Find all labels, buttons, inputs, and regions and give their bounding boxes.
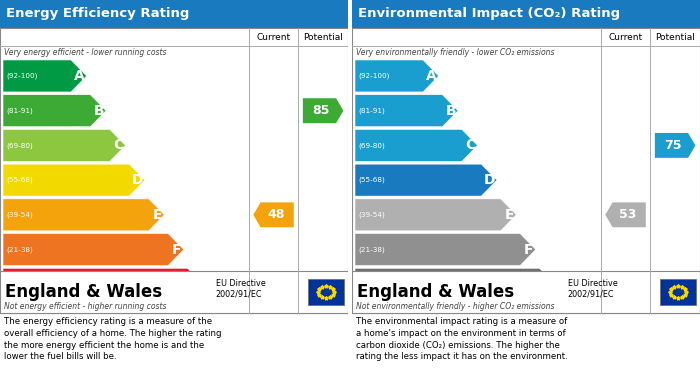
Text: D: D bbox=[132, 173, 143, 187]
Polygon shape bbox=[355, 164, 497, 196]
Text: (21-38): (21-38) bbox=[358, 246, 385, 253]
Text: Not environmentally friendly - higher CO₂ emissions: Not environmentally friendly - higher CO… bbox=[356, 302, 554, 311]
Text: G: G bbox=[542, 277, 553, 291]
Text: Energy Efficiency Rating: Energy Efficiency Rating bbox=[6, 7, 190, 20]
Text: 48: 48 bbox=[267, 208, 284, 221]
Text: Not energy efficient - higher running costs: Not energy efficient - higher running co… bbox=[4, 302, 167, 311]
Text: 75: 75 bbox=[664, 139, 682, 152]
Polygon shape bbox=[355, 95, 458, 127]
Bar bbox=[0, 271, 348, 313]
Text: The energy efficiency rating is a measure of the
overall efficiency of a home. T: The energy efficiency rating is a measur… bbox=[4, 317, 221, 361]
Bar bbox=[352, 271, 700, 313]
Bar bbox=[660, 279, 696, 305]
Text: B: B bbox=[445, 104, 456, 118]
Text: (21-38): (21-38) bbox=[6, 246, 33, 253]
Polygon shape bbox=[303, 98, 344, 123]
Text: Potential: Potential bbox=[303, 32, 343, 41]
Text: (55-68): (55-68) bbox=[358, 177, 385, 183]
Text: Very environmentally friendly - lower CO₂ emissions: Very environmentally friendly - lower CO… bbox=[356, 48, 554, 57]
Text: EU Directive
2002/91/EC: EU Directive 2002/91/EC bbox=[568, 279, 617, 298]
Text: G: G bbox=[190, 277, 201, 291]
Text: (1-20): (1-20) bbox=[6, 281, 28, 287]
Text: (92-100): (92-100) bbox=[358, 73, 389, 79]
Polygon shape bbox=[253, 203, 294, 227]
Polygon shape bbox=[606, 203, 646, 227]
Text: F: F bbox=[524, 242, 533, 256]
Text: (69-80): (69-80) bbox=[358, 142, 385, 149]
Text: EU Directive
2002/91/EC: EU Directive 2002/91/EC bbox=[216, 279, 265, 298]
Polygon shape bbox=[3, 268, 203, 300]
Polygon shape bbox=[3, 233, 183, 265]
Polygon shape bbox=[355, 129, 477, 161]
Bar bbox=[352, 28, 700, 313]
Text: A: A bbox=[74, 69, 85, 83]
Text: (69-80): (69-80) bbox=[6, 142, 33, 149]
Polygon shape bbox=[355, 60, 439, 92]
Text: E: E bbox=[505, 208, 514, 222]
Text: C: C bbox=[466, 138, 475, 152]
Text: (81-91): (81-91) bbox=[358, 108, 385, 114]
Polygon shape bbox=[3, 95, 106, 127]
Text: Very energy efficient - lower running costs: Very energy efficient - lower running co… bbox=[4, 48, 167, 57]
Text: England & Wales: England & Wales bbox=[5, 283, 162, 301]
Text: Current: Current bbox=[608, 32, 643, 41]
Text: 85: 85 bbox=[312, 104, 330, 117]
Text: Potential: Potential bbox=[655, 32, 695, 41]
Text: Environmental Impact (CO₂) Rating: Environmental Impact (CO₂) Rating bbox=[358, 7, 620, 20]
Polygon shape bbox=[355, 268, 555, 300]
Text: C: C bbox=[113, 138, 123, 152]
Text: Current: Current bbox=[256, 32, 290, 41]
Text: The environmental impact rating is a measure of
a home's impact on the environme: The environmental impact rating is a mea… bbox=[356, 317, 568, 361]
Bar bbox=[0, 28, 348, 313]
Text: (39-54): (39-54) bbox=[358, 212, 385, 218]
Polygon shape bbox=[3, 60, 87, 92]
Text: (39-54): (39-54) bbox=[6, 212, 33, 218]
Polygon shape bbox=[355, 199, 517, 231]
Polygon shape bbox=[3, 129, 125, 161]
Text: A: A bbox=[426, 69, 437, 83]
Text: F: F bbox=[172, 242, 182, 256]
Bar bbox=[0, 0, 348, 28]
Text: (1-20): (1-20) bbox=[358, 281, 380, 287]
Text: B: B bbox=[93, 104, 104, 118]
Bar bbox=[308, 279, 344, 305]
Bar bbox=[352, 0, 700, 28]
Text: England & Wales: England & Wales bbox=[357, 283, 514, 301]
Polygon shape bbox=[655, 133, 695, 158]
Text: (81-91): (81-91) bbox=[6, 108, 33, 114]
Text: D: D bbox=[484, 173, 495, 187]
Polygon shape bbox=[3, 199, 164, 231]
Text: 53: 53 bbox=[619, 208, 636, 221]
Polygon shape bbox=[3, 164, 145, 196]
Text: E: E bbox=[153, 208, 162, 222]
Text: (92-100): (92-100) bbox=[6, 73, 37, 79]
Polygon shape bbox=[355, 233, 536, 265]
Text: (55-68): (55-68) bbox=[6, 177, 33, 183]
